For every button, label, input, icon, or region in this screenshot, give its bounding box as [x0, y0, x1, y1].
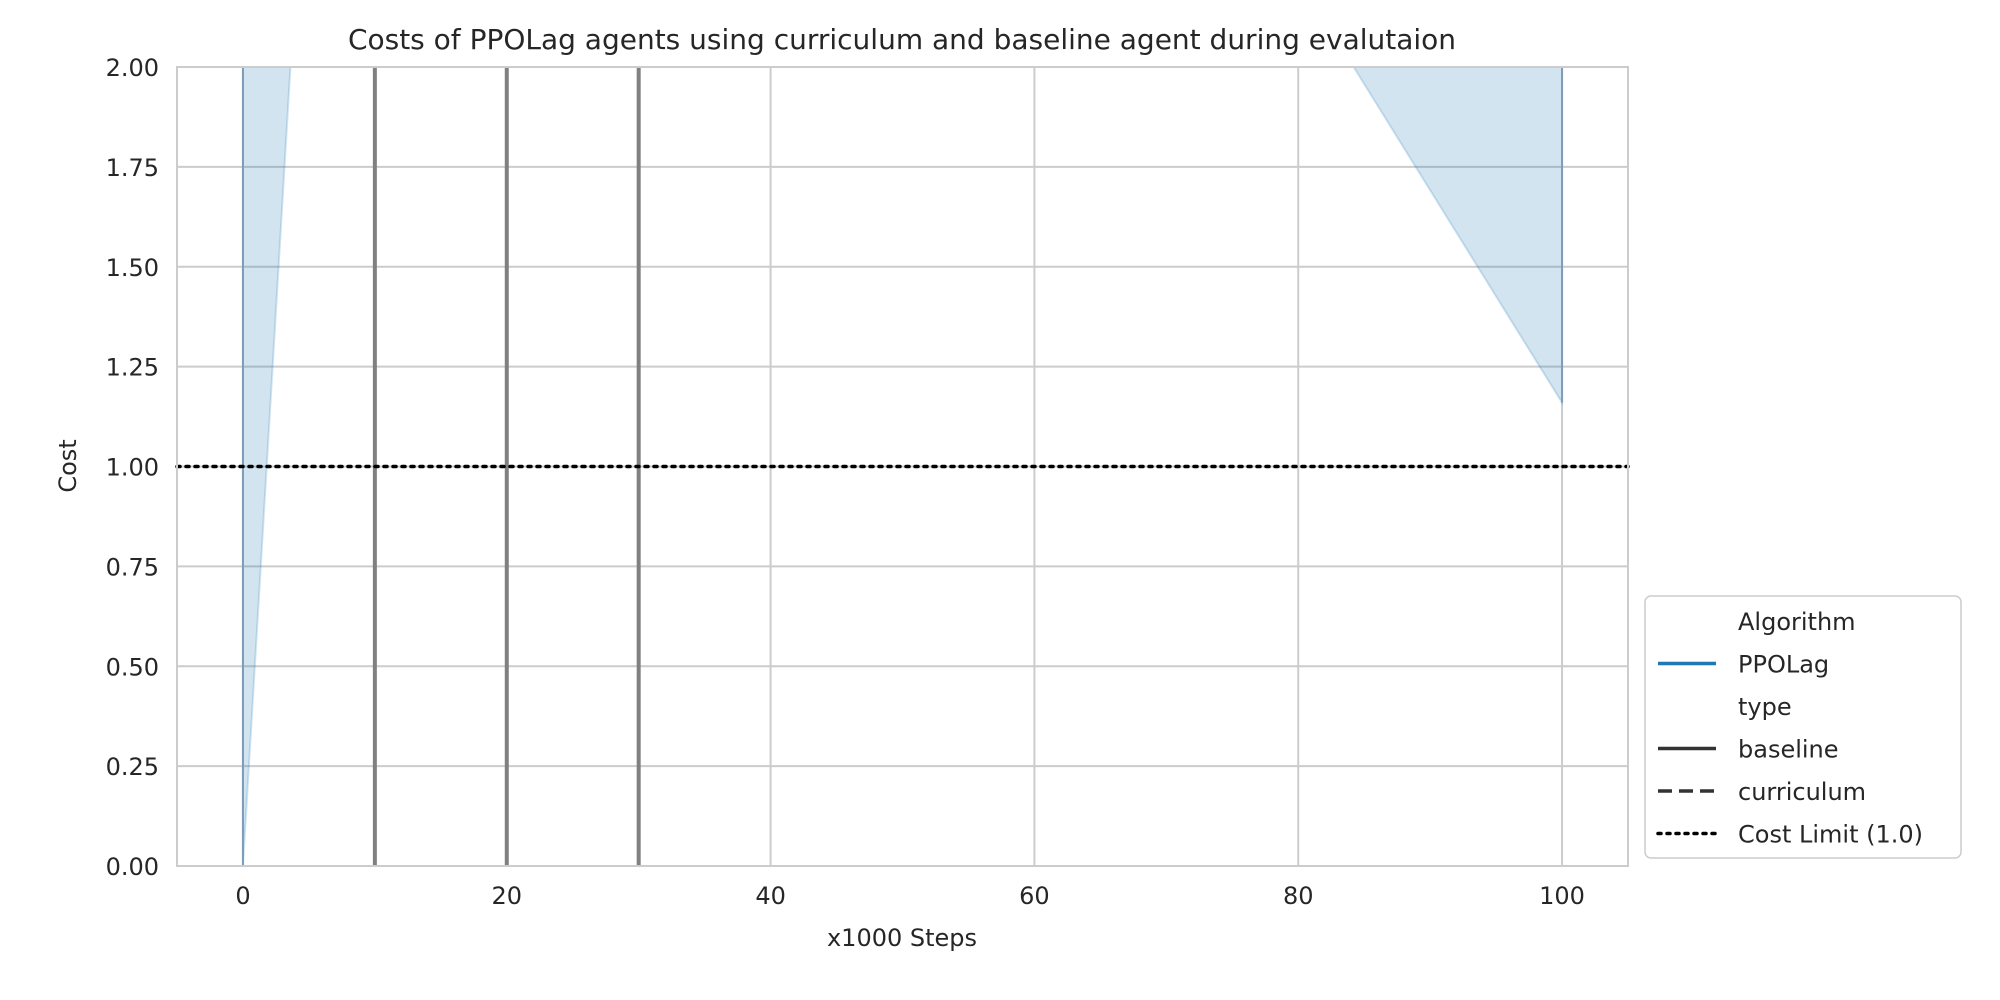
x-tick-label: 100 — [1539, 882, 1585, 910]
confidence-band — [1351, 66, 1564, 407]
legend-label: PPOLag — [1738, 651, 1829, 679]
x-tick-label: 40 — [755, 882, 786, 910]
y-tick-label: 2.00 — [106, 54, 159, 82]
x-tick-label: 20 — [491, 882, 522, 910]
legend-entries: Algorithm PPOLag type baseline curriculum Cos… — [1656, 608, 1923, 849]
legend-header: type — [1738, 693, 1792, 721]
x-axis-label: x1000 Steps — [827, 924, 977, 952]
y-tick-label: 0.25 — [106, 753, 159, 781]
y-tick-label: 0.50 — [106, 653, 159, 681]
y-axis-label: Cost — [54, 439, 82, 492]
y-tick-label: 1.25 — [106, 354, 159, 382]
legend-label: curriculum — [1738, 778, 1866, 806]
chart-title: Costs of PPOLag agents using curriculum … — [348, 23, 1456, 56]
y-tick-label: 0.75 — [106, 553, 159, 581]
legend: Algorithm PPOLag type baseline curriculum Cos… — [1644, 595, 1962, 859]
plot-frame — [176, 66, 1629, 867]
legend-label: baseline — [1738, 736, 1839, 764]
legend-label: Cost Limit (1.0) — [1738, 821, 1923, 849]
y-tick-label: 1.50 — [106, 254, 159, 282]
legend-box — [1644, 595, 1962, 859]
x-tick-label: 60 — [1019, 882, 1050, 910]
y-tick-label: 1.75 — [106, 154, 159, 182]
y-tick-label: 0.00 — [106, 853, 159, 881]
x-tick-label: 80 — [1283, 882, 1314, 910]
y-tick-label: 1.00 — [106, 454, 159, 482]
legend-header: Algorithm — [1738, 608, 1856, 636]
x-tick-label: 0 — [235, 882, 250, 910]
tick-labels: 0 20 40 60 80 100 0.00 0.25 0.50 0.75 1.00 1.25 1.50… — [106, 54, 1585, 910]
